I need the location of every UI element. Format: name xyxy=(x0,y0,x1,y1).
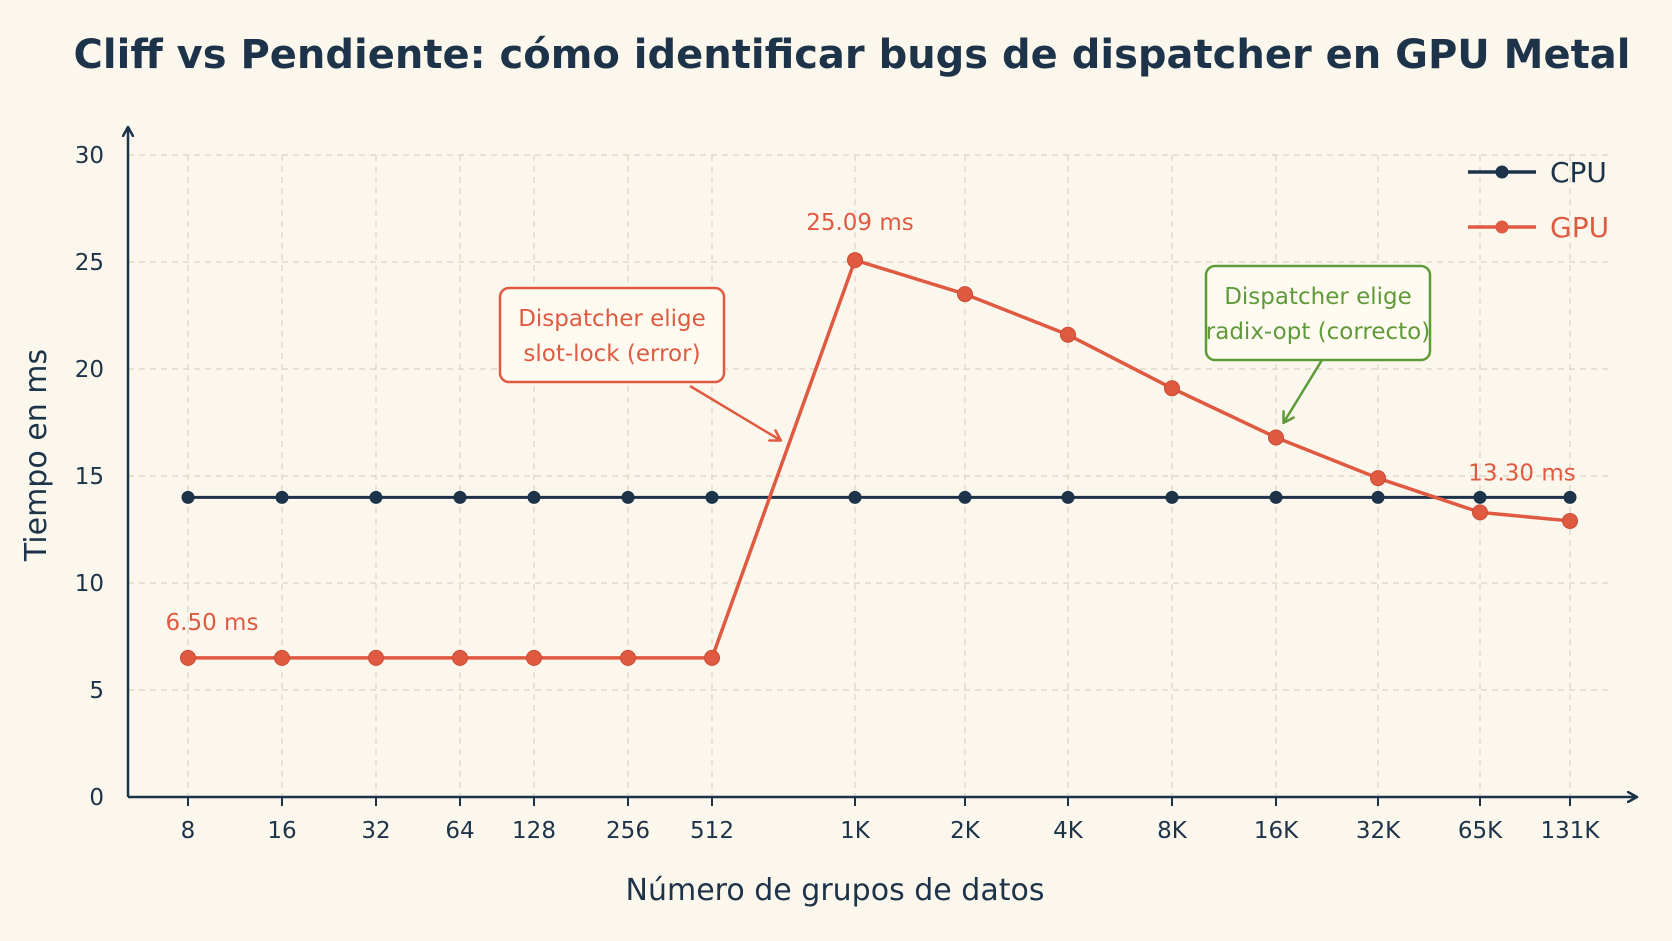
x-tick-label-12: 32K xyxy=(1356,818,1401,844)
x-tick-label-6: 512 xyxy=(690,818,734,844)
x-tick-label-13: 65K xyxy=(1458,818,1503,844)
x-tick-label-14: 131K xyxy=(1541,818,1601,844)
cpu-point-8 xyxy=(958,490,972,504)
x-tick-label-7: 1K xyxy=(840,818,871,844)
x-tick-label-9: 4K xyxy=(1053,818,1084,844)
gpu-point-1 xyxy=(274,649,290,666)
legend-marker-gpu xyxy=(1495,220,1509,234)
data-label-1: 25.09 ms xyxy=(806,210,914,236)
cpu-point-2 xyxy=(369,490,383,504)
y-tick-label-3: 15 xyxy=(75,464,104,490)
y-tick-label-0: 0 xyxy=(89,785,104,811)
data-label-2: 13.30 ms xyxy=(1468,460,1576,486)
cpu-point-6 xyxy=(705,490,719,504)
cpu-point-14 xyxy=(1563,490,1577,504)
legend-label-gpu: GPU xyxy=(1550,211,1609,244)
gpu-point-11 xyxy=(1268,429,1284,446)
chart-title: Cliff vs Pendiente: cómo identificar bug… xyxy=(74,32,1631,78)
gpu-point-7 xyxy=(847,252,863,269)
y-axis-label: Tiempo en ms xyxy=(19,349,54,562)
cpu-point-12 xyxy=(1371,490,1385,504)
legend-label-cpu: CPU xyxy=(1550,156,1607,189)
x-tick-labels: 8 16 32 64 128 256 512 1K 2K 4K 8K 16K 32K 65K 131K xyxy=(181,797,1601,844)
legend: CPU GPU xyxy=(1468,156,1609,244)
gpu-point-0 xyxy=(180,649,196,666)
gpu-point-5 xyxy=(620,649,636,666)
gpu-point-4 xyxy=(526,649,542,666)
x-tick-label-1: 16 xyxy=(267,818,296,844)
annotation-text-1-1: radix-opt (correcto) xyxy=(1206,319,1430,345)
axes xyxy=(128,128,1636,797)
gpu-point-6 xyxy=(704,649,720,666)
x-tick-label-11: 16K xyxy=(1254,818,1299,844)
gpu-point-13 xyxy=(1472,504,1488,521)
cpu-point-13 xyxy=(1473,490,1487,504)
gpu-point-3 xyxy=(452,649,468,666)
gpu-point-10 xyxy=(1164,380,1180,397)
x-tick-label-5: 256 xyxy=(606,818,650,844)
x-tick-label-0: 8 xyxy=(181,818,196,844)
data-label-0: 6.50 ms xyxy=(166,610,259,636)
x-tick-label-10: 8K xyxy=(1157,818,1188,844)
y-tick-label-5: 25 xyxy=(75,250,104,276)
annotation-text-0-1: slot-lock (error) xyxy=(523,341,700,367)
x-axis-label: Número de grupos de datos xyxy=(626,873,1045,908)
series-points xyxy=(180,252,1578,666)
grid xyxy=(128,154,1610,797)
y-tick-label-2: 10 xyxy=(75,571,104,597)
gpu-point-12 xyxy=(1370,470,1386,487)
cpu-point-4 xyxy=(527,490,541,504)
cpu-point-1 xyxy=(275,490,289,504)
cpu-point-0 xyxy=(181,490,195,504)
cpu-point-7 xyxy=(848,490,862,504)
cpu-point-5 xyxy=(621,490,635,504)
y-tick-label-4: 20 xyxy=(75,357,104,383)
gpu-point-14 xyxy=(1562,512,1578,529)
cpu-point-9 xyxy=(1061,490,1075,504)
x-tick-label-3: 64 xyxy=(445,818,474,844)
x-tick-label-2: 32 xyxy=(361,818,390,844)
cpu-point-3 xyxy=(453,490,467,504)
cpu-point-11 xyxy=(1269,490,1283,504)
y-tick-label-6: 30 xyxy=(75,143,104,169)
annotation-text-1-0: Dispatcher elige xyxy=(1224,284,1412,310)
annotations: Dispatcher elige slot-lock (error) Dispatc… xyxy=(498,264,1432,440)
x-tick-label-4: 128 xyxy=(512,818,556,844)
gpu-point-8 xyxy=(957,286,973,303)
y-tick-labels: 0 5 10 15 20 25 30 xyxy=(75,143,104,811)
legend-marker-cpu xyxy=(1495,165,1509,179)
annotation-text-0-0: Dispatcher elige xyxy=(518,306,706,332)
gpu-point-9 xyxy=(1060,326,1076,343)
annotation-arrow-0 xyxy=(689,384,780,440)
y-tick-label-1: 5 xyxy=(89,678,104,704)
cpu-point-10 xyxy=(1165,490,1179,504)
data-labels: 6.50 ms 25.09 ms 13.30 ms xyxy=(166,210,1576,636)
gpu-point-2 xyxy=(368,649,384,666)
annotation-box-0 xyxy=(498,286,726,384)
x-tick-label-8: 2K xyxy=(950,818,981,844)
annotation-arrow-1 xyxy=(1284,359,1324,422)
annotation-box-1 xyxy=(1204,264,1432,362)
